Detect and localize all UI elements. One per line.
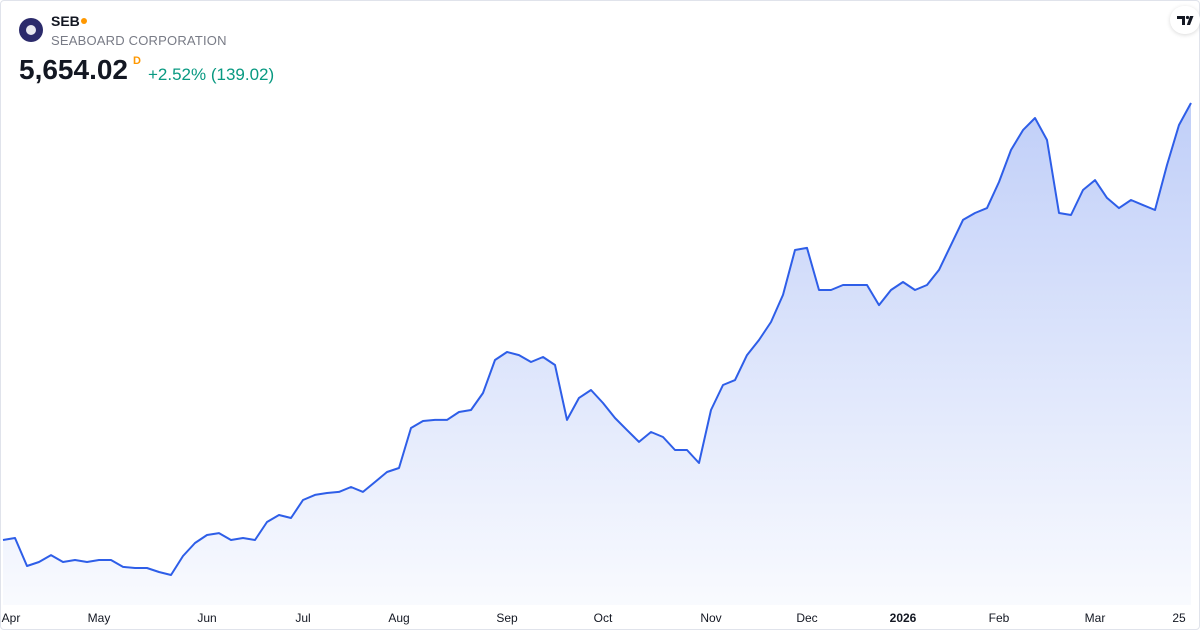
company-logo	[19, 18, 43, 42]
x-tick-label: Jun	[197, 611, 216, 625]
x-tick-label: Jul	[295, 611, 310, 625]
interval: D	[133, 55, 141, 67]
x-tick-label: Oct	[594, 611, 613, 625]
price-change: +2.52% (139.02)	[148, 65, 275, 84]
x-tick-label: May	[88, 611, 111, 625]
x-tick-label: Mar	[1085, 611, 1106, 625]
x-tick-label: Nov	[700, 611, 721, 625]
x-tick-label: Apr	[2, 611, 21, 625]
company-name: SEABOARD CORPORATION	[51, 33, 227, 48]
price-line	[2, 102, 1192, 576]
x-tick-label: 25	[1172, 611, 1186, 625]
x-tick-label: Dec	[796, 611, 817, 625]
x-tick-label: Sep	[496, 611, 518, 625]
brand-logo[interactable]	[1170, 6, 1200, 34]
brand-icon	[1177, 15, 1194, 25]
last-price: 5,654.02	[19, 54, 128, 85]
symbol: SEB	[51, 13, 80, 29]
status-dot	[81, 18, 87, 24]
x-tick-label: 2026	[890, 611, 917, 625]
x-tick-label: Aug	[388, 611, 409, 625]
x-tick-label: Feb	[989, 611, 1010, 625]
area-fill	[3, 103, 1191, 605]
